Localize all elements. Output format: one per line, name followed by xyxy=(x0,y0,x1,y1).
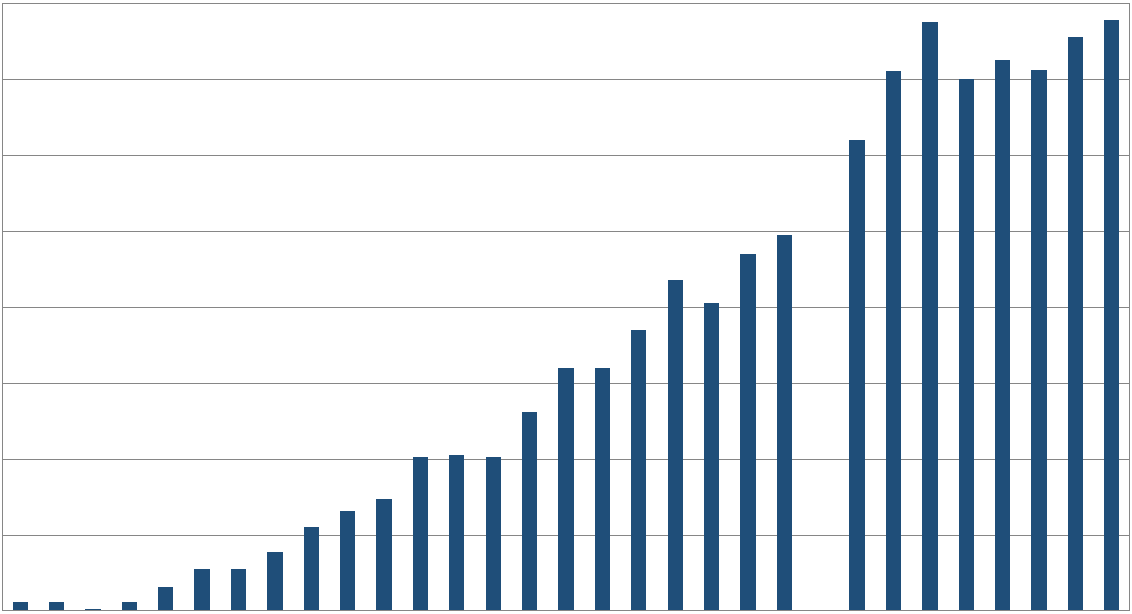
bar xyxy=(959,79,974,611)
bar xyxy=(558,368,573,611)
bars-layer xyxy=(2,3,1130,611)
bar xyxy=(1104,20,1119,611)
bar xyxy=(304,527,319,611)
bar xyxy=(704,303,719,611)
bar xyxy=(158,587,173,611)
plot-area xyxy=(2,3,1130,611)
bar xyxy=(267,552,282,611)
y-axis-right xyxy=(1129,3,1130,611)
bar xyxy=(376,499,391,611)
bar xyxy=(777,235,792,611)
bar xyxy=(668,280,683,611)
bar xyxy=(886,71,901,611)
bar-chart xyxy=(0,0,1132,614)
bar xyxy=(413,457,428,611)
bar xyxy=(922,22,937,611)
bar xyxy=(449,455,464,611)
bar xyxy=(595,368,610,611)
bar xyxy=(522,412,537,611)
bar xyxy=(995,60,1010,611)
bar xyxy=(1068,37,1083,611)
bar xyxy=(194,569,209,611)
y-axis-left xyxy=(2,3,3,611)
x-axis xyxy=(2,610,1130,611)
bar xyxy=(631,330,646,611)
bar xyxy=(231,569,246,611)
bar xyxy=(740,254,755,611)
bar xyxy=(849,140,864,611)
bar xyxy=(340,511,355,611)
bar xyxy=(486,457,501,611)
bar xyxy=(1031,70,1046,611)
